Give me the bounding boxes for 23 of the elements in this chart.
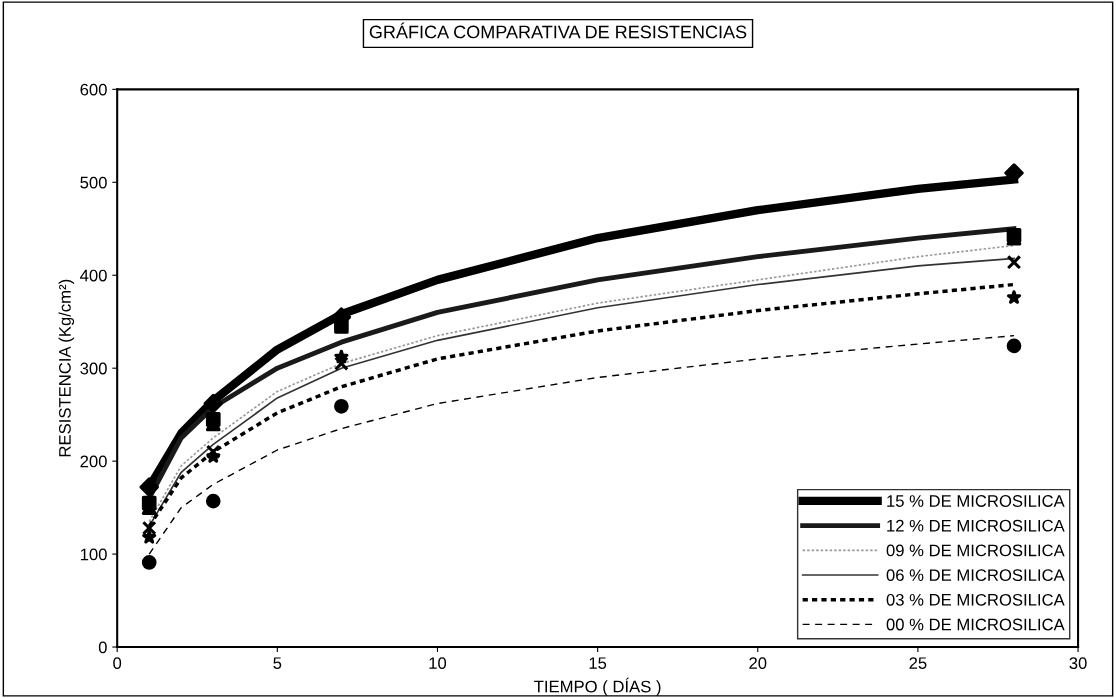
x-tick-label: 30 [1069, 657, 1087, 670]
y-tick-label: 300 [80, 362, 107, 375]
y-tick-label: 0 [98, 641, 107, 654]
legend-label: 09 % DE MICROSILICA [886, 544, 1065, 557]
y-tick-label: 200 [80, 455, 107, 468]
x-tick-label: 0 [113, 657, 122, 670]
x-tick-label: 25 [909, 657, 927, 670]
legend-label: 12 % DE MICROSILICA [887, 519, 1065, 532]
x-tick-label: 15 [589, 657, 607, 670]
y-tick-label: 100 [80, 548, 107, 561]
x-tick-label: 10 [429, 657, 447, 670]
x-tick-label: 20 [749, 657, 767, 670]
y-tick-label: 500 [80, 176, 107, 189]
x-tick-label: 5 [273, 657, 282, 670]
x-axis-title: TIEMPO ( DÍAS ) [534, 677, 661, 696]
y-axis-title: RESISTENCIA (Kg/cm²) [58, 279, 75, 457]
legend-label: 15 % DE MICROSILICA [887, 495, 1065, 507]
y-tick-label: 400 [80, 269, 107, 282]
legend-label: 06 % DE MICROSILICA [886, 569, 1065, 582]
legend-label: 03 % DE MICROSILICA [886, 593, 1065, 606]
chart-title: GRÁFICA COMPARATIVA DE RESISTENCIAS [369, 22, 747, 39]
y-tick-label: 600 [80, 83, 107, 96]
legend-label: 00 % DE MICROSILICA [886, 618, 1065, 631]
